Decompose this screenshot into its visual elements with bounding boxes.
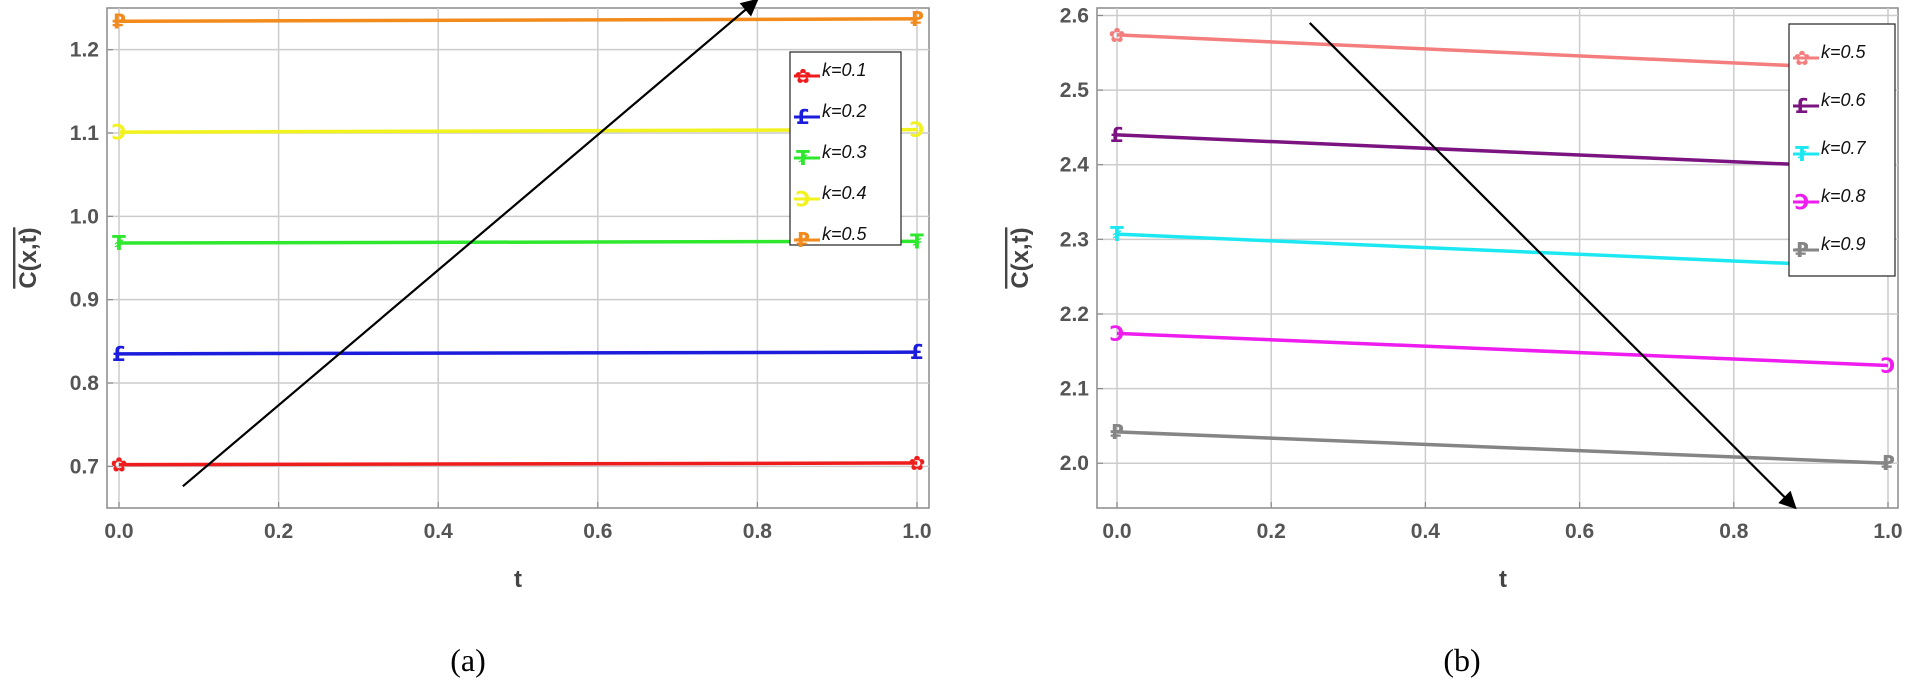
panel-caption: (b) xyxy=(1443,642,1480,678)
legend-label: k=0.1 xyxy=(822,60,867,80)
legend-label: k=0.9 xyxy=(1821,234,1866,254)
legend-label: k=0.5 xyxy=(1821,42,1867,62)
legend-marker: ✿ xyxy=(795,64,812,88)
series-line xyxy=(118,350,918,356)
trend-arrow xyxy=(182,0,759,488)
data-point: ₽ xyxy=(1881,451,1895,475)
data-point: ✿ xyxy=(111,453,128,477)
y-tick-label: 2.0 xyxy=(1060,452,1089,475)
legend-marker: Ͻ xyxy=(1795,190,1809,214)
data-point: Ͻ xyxy=(112,120,126,144)
trend-arrow xyxy=(1308,22,1797,510)
data-point: Ͻ xyxy=(1110,321,1124,345)
y-tick-label: 2.4 xyxy=(1060,154,1090,177)
data-point: ₮ xyxy=(1110,222,1124,246)
data-point: ✿ xyxy=(909,451,926,475)
x-tick-label: 0.8 xyxy=(1719,520,1749,543)
y-tick-label: 0.9 xyxy=(70,289,99,312)
plot-frame xyxy=(1096,7,1899,509)
y-tick-label: 1.1 xyxy=(70,122,100,145)
y-tick-label: 2.6 xyxy=(1060,4,1089,27)
legend-marker: ✿ xyxy=(1794,46,1811,70)
legend-label: k=0.6 xyxy=(1821,90,1867,110)
x-axis-title: t xyxy=(514,566,522,593)
y-tick-label: 2.3 xyxy=(1060,228,1089,251)
data-point: Ͻ xyxy=(910,118,924,142)
plot-frame xyxy=(106,7,930,509)
data-point: £ xyxy=(112,342,126,366)
x-tick-label: 0.0 xyxy=(1102,520,1131,543)
legend-label: k=0.3 xyxy=(822,142,867,162)
x-tick-label: 1.0 xyxy=(902,520,931,543)
x-axis-title: t xyxy=(1499,566,1507,593)
legend-label: k=0.5 xyxy=(822,224,868,244)
y-tick-label: 1.2 xyxy=(70,39,99,62)
x-tick-label: 1.0 xyxy=(1873,520,1902,543)
legend-marker: Ͻ xyxy=(796,187,810,211)
data-point: ₽ xyxy=(910,7,924,31)
chart-panel-b: 0.0 0.2 0.4 0.6 0.8 1.0 2.0 2.1 2.2 2.3 2.4 2.5 2.6 ✿… xyxy=(1007,4,1903,678)
y-tick-label: 2.5 xyxy=(1060,79,1090,102)
x-tick-label: 0.2 xyxy=(264,520,293,543)
series-line xyxy=(1116,232,1889,270)
y-tick-label: 2.1 xyxy=(1060,378,1090,401)
data-point: £ xyxy=(910,340,924,364)
legend-box xyxy=(1788,23,1896,277)
legend-marker: ₽ xyxy=(1795,238,1809,262)
legend-marker: £ xyxy=(1795,94,1809,118)
data-point: Ͻ xyxy=(1881,353,1895,377)
data-point: ₮ xyxy=(112,231,126,255)
y-axis-title: C(x,t) xyxy=(1007,227,1034,288)
x-tick-label: 0.6 xyxy=(1565,520,1594,543)
panel-caption: (a) xyxy=(450,642,486,678)
series-line xyxy=(118,17,918,24)
legend-marker: £ xyxy=(796,105,810,129)
x-tick-label: 0.0 xyxy=(104,520,133,543)
y-tick-label: 1.0 xyxy=(70,205,99,228)
y-tick-label: 2.2 xyxy=(1060,303,1089,326)
data-point: ✿ xyxy=(1109,23,1126,47)
series-line xyxy=(118,127,918,134)
x-tick-label: 0.2 xyxy=(1257,520,1286,543)
y-tick-label: 0.7 xyxy=(70,455,99,478)
legend-marker: ₽ xyxy=(796,228,810,252)
series-line xyxy=(1116,133,1889,171)
series-line xyxy=(118,239,918,245)
legend-box xyxy=(789,51,902,246)
legend-label: k=0.7 xyxy=(1821,138,1867,158)
y-axis-title: C(x,t) xyxy=(15,227,42,288)
legend-label: k=0.8 xyxy=(1821,186,1866,206)
series-line xyxy=(1116,430,1889,465)
legend-label: k=0.4 xyxy=(822,183,867,203)
series-line xyxy=(118,461,918,467)
data-point: ₽ xyxy=(1110,420,1124,444)
data-point: £ xyxy=(1110,123,1124,147)
y-tick-label: 0.8 xyxy=(70,372,100,395)
legend-marker: ₮ xyxy=(1795,142,1809,166)
data-point: ₽ xyxy=(112,9,126,33)
legend-label: k=0.2 xyxy=(822,101,867,121)
x-tick-label: 0.6 xyxy=(583,520,612,543)
x-tick-label: 0.4 xyxy=(424,520,454,543)
series-line xyxy=(1116,331,1889,368)
series-line xyxy=(1116,33,1889,72)
x-tick-label: 0.8 xyxy=(743,520,773,543)
legend-marker: ₮ xyxy=(796,146,810,170)
chart-panel-a: 0.0 0.2 0.4 0.6 0.8 1.0 0.7 0.8 0.9 1.0 1.1 1.2 ✿ ✿ £ £… xyxy=(15,0,932,678)
data-point: ₮ xyxy=(910,229,924,253)
x-tick-label: 0.4 xyxy=(1411,520,1441,543)
